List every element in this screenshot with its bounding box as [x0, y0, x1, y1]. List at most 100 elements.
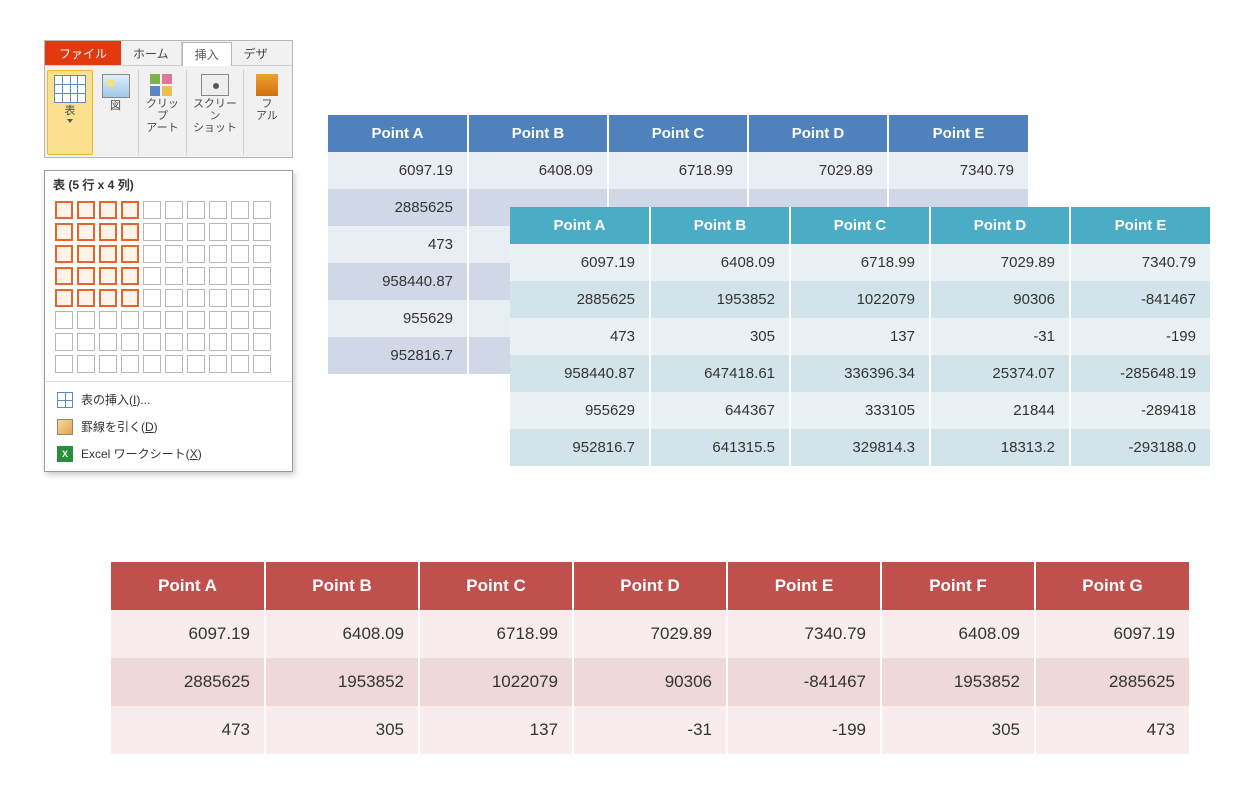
- grid-cell[interactable]: [77, 223, 95, 241]
- table-row: 6097.196408.096718.997029.897340.79: [510, 244, 1210, 281]
- grid-cell[interactable]: [165, 355, 183, 373]
- menu-excel-spreadsheet[interactable]: Excel ワークシート(X): [45, 440, 292, 467]
- grid-cell[interactable]: [209, 201, 227, 219]
- grid-cell[interactable]: [231, 289, 249, 307]
- grid-cell[interactable]: [77, 245, 95, 263]
- grid-cell[interactable]: [55, 201, 73, 219]
- grid-cell[interactable]: [55, 289, 73, 307]
- grid-cell[interactable]: [253, 333, 271, 351]
- grid-cell[interactable]: [143, 333, 161, 351]
- tab-design[interactable]: デザ: [232, 41, 280, 65]
- grid-cell[interactable]: [187, 311, 205, 329]
- grid-cell[interactable]: [209, 333, 227, 351]
- grid-cell[interactable]: [121, 355, 139, 373]
- grid-cell[interactable]: [165, 267, 183, 285]
- grid-cell[interactable]: [55, 267, 73, 285]
- grid-cell[interactable]: [99, 333, 117, 351]
- insert-picture-button[interactable]: 図: [93, 70, 139, 155]
- grid-cell[interactable]: [187, 289, 205, 307]
- grid-cell[interactable]: [143, 355, 161, 373]
- grid-cell[interactable]: [187, 333, 205, 351]
- insert-table-button[interactable]: 表: [47, 70, 93, 155]
- grid-cell[interactable]: [143, 201, 161, 219]
- insert-screenshot-button[interactable]: スクリーン ショット: [187, 70, 244, 155]
- grid-cell[interactable]: [187, 245, 205, 263]
- grid-cell[interactable]: [99, 201, 117, 219]
- grid-cell[interactable]: [77, 355, 95, 373]
- grid-cell[interactable]: [209, 289, 227, 307]
- grid-cell[interactable]: [55, 223, 73, 241]
- grid-cell[interactable]: [143, 289, 161, 307]
- grid-cell[interactable]: [121, 223, 139, 241]
- menu-draw-table[interactable]: 罫線を引く(D): [45, 413, 292, 440]
- grid-cell[interactable]: [121, 289, 139, 307]
- grid-cell[interactable]: [55, 355, 73, 373]
- grid-cell[interactable]: [99, 289, 117, 307]
- column-header: Point C: [608, 115, 748, 152]
- grid-cell[interactable]: [143, 223, 161, 241]
- grid-cell[interactable]: [55, 333, 73, 351]
- grid-cell[interactable]: [99, 355, 117, 373]
- grid-cell[interactable]: [253, 289, 271, 307]
- table-cell: 336396.34: [790, 355, 930, 392]
- grid-cell[interactable]: [143, 311, 161, 329]
- menu-insert-table[interactable]: 表の挿入(I)...: [45, 386, 292, 413]
- grid-cell[interactable]: [165, 201, 183, 219]
- grid-cell[interactable]: [55, 245, 73, 263]
- grid-cell[interactable]: [165, 311, 183, 329]
- grid-cell[interactable]: [253, 311, 271, 329]
- grid-cell[interactable]: [209, 311, 227, 329]
- grid-cell[interactable]: [209, 267, 227, 285]
- grid-cell[interactable]: [231, 311, 249, 329]
- grid-cell[interactable]: [209, 355, 227, 373]
- grid-cell[interactable]: [187, 355, 205, 373]
- insert-clipart-button[interactable]: クリップ アート: [139, 70, 187, 155]
- grid-cell[interactable]: [77, 201, 95, 219]
- table-button-label: 表: [65, 105, 76, 117]
- grid-cell[interactable]: [121, 311, 139, 329]
- grid-cell[interactable]: [99, 245, 117, 263]
- table-cell: 6718.99: [419, 610, 573, 658]
- grid-cell[interactable]: [99, 311, 117, 329]
- grid-cell[interactable]: [231, 223, 249, 241]
- grid-cell[interactable]: [99, 267, 117, 285]
- grid-cell[interactable]: [231, 267, 249, 285]
- grid-cell[interactable]: [55, 311, 73, 329]
- grid-cell[interactable]: [253, 201, 271, 219]
- grid-cell[interactable]: [187, 267, 205, 285]
- tab-home[interactable]: ホーム: [121, 41, 182, 65]
- grid-cell[interactable]: [165, 333, 183, 351]
- grid-cell[interactable]: [253, 355, 271, 373]
- grid-cell[interactable]: [77, 289, 95, 307]
- column-header: Point E: [1070, 207, 1210, 244]
- grid-cell[interactable]: [143, 245, 161, 263]
- tab-insert[interactable]: 挿入: [182, 42, 232, 66]
- grid-cell[interactable]: [209, 245, 227, 263]
- grid-cell[interactable]: [99, 223, 117, 241]
- grid-cell[interactable]: [121, 201, 139, 219]
- grid-cell[interactable]: [143, 267, 161, 285]
- grid-cell[interactable]: [231, 245, 249, 263]
- grid-cell[interactable]: [77, 267, 95, 285]
- grid-cell[interactable]: [231, 201, 249, 219]
- grid-cell[interactable]: [209, 223, 227, 241]
- grid-cell[interactable]: [121, 245, 139, 263]
- grid-cell[interactable]: [165, 245, 183, 263]
- grid-cell[interactable]: [165, 223, 183, 241]
- grid-cell[interactable]: [253, 223, 271, 241]
- tab-file[interactable]: ファイル: [45, 41, 121, 65]
- grid-cell[interactable]: [253, 245, 271, 263]
- table-size-grid[interactable]: [45, 199, 292, 381]
- grid-cell[interactable]: [231, 355, 249, 373]
- column-header: Point C: [790, 207, 930, 244]
- grid-cell[interactable]: [77, 311, 95, 329]
- grid-cell[interactable]: [187, 201, 205, 219]
- grid-cell[interactable]: [187, 223, 205, 241]
- grid-cell[interactable]: [231, 333, 249, 351]
- grid-cell[interactable]: [77, 333, 95, 351]
- grid-cell[interactable]: [253, 267, 271, 285]
- insert-album-button[interactable]: フ アル: [244, 70, 290, 155]
- grid-cell[interactable]: [121, 267, 139, 285]
- grid-cell[interactable]: [165, 289, 183, 307]
- grid-cell[interactable]: [121, 333, 139, 351]
